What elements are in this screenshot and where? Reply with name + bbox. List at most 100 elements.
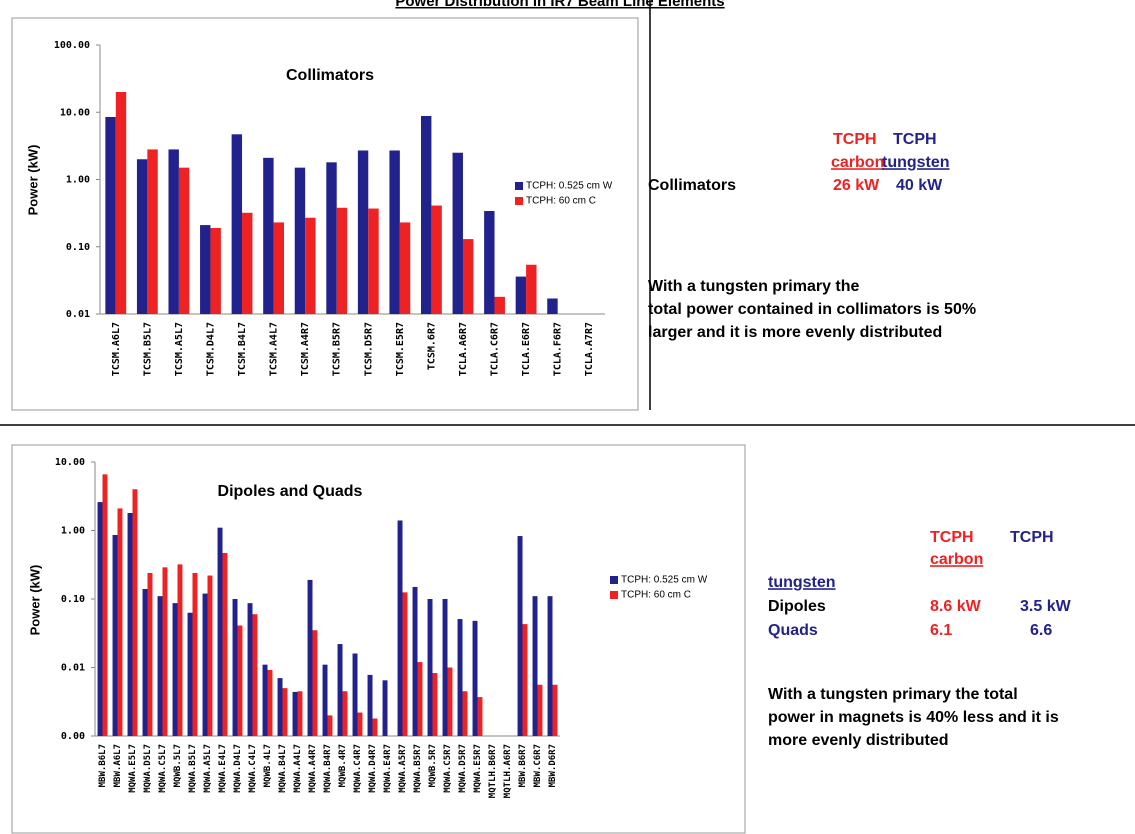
x-tick-label: TCLA.E6R7: [521, 322, 532, 376]
x-tick-label: MQWA.B5R7: [413, 744, 423, 793]
chart-title: Dipoles and Quads: [218, 483, 363, 500]
legend-label: TCPH: 0.525 cm W: [526, 181, 613, 192]
header: tungsten: [768, 574, 836, 591]
bar: [177, 564, 183, 736]
x-tick-label: TCSM.A4L7: [269, 322, 280, 376]
x-tick-label: MQWB.4L7: [263, 744, 273, 787]
y-tick-label: 0.01: [66, 309, 90, 320]
note: more evenly distributed: [768, 732, 949, 749]
x-tick-label: MQWA.D4R7: [368, 744, 378, 793]
bar: [217, 527, 223, 736]
bar: [273, 222, 285, 314]
x-tick-label: MQTLH.A6R7: [503, 744, 513, 798]
slide-title: Power Distribution in IR7 Beam Line Elem…: [395, 0, 724, 10]
bar: [207, 575, 213, 736]
x-tick-label: MQWA.B4R7: [323, 744, 333, 793]
bar: [297, 691, 303, 736]
bar: [292, 691, 298, 736]
cell: 26 kW: [833, 177, 880, 194]
x-tick-label: TCLA.A6R7: [458, 322, 469, 376]
x-tick-label: TCSM.B5L7: [142, 322, 153, 376]
cell: 40 kW: [896, 177, 943, 194]
header: carbon: [831, 154, 884, 171]
x-tick-label: MQWB.5R7: [428, 744, 438, 787]
note: power in magnets is 40% less and it is: [768, 709, 1059, 726]
x-tick-label: TCSM.A6L7: [111, 322, 122, 376]
bar: [307, 579, 313, 736]
bar: [432, 673, 438, 736]
y-tick-label: 10.00: [60, 107, 90, 118]
bar: [526, 264, 537, 314]
bar: [427, 599, 433, 736]
x-tick-label: MQWA.E4R7: [383, 744, 393, 793]
bar: [115, 92, 127, 314]
x-tick-label: MQTLH.B6R7: [488, 744, 498, 798]
bar: [417, 662, 423, 736]
x-tick-label: MQWB.5L7: [173, 744, 183, 787]
x-tick-label: MBW.D6R7: [548, 744, 558, 787]
bar: [282, 688, 288, 736]
x-tick-label: MBW.C6R7: [533, 744, 543, 787]
x-tick-label: MQWA.C4L7: [248, 744, 258, 793]
bar: [357, 150, 369, 314]
legend-swatch: [515, 182, 523, 190]
bar: [431, 205, 442, 314]
bar: [132, 489, 138, 736]
bar: [420, 115, 432, 314]
bar: [157, 596, 163, 736]
bar: [147, 149, 158, 314]
bar: [231, 134, 243, 314]
bar: [368, 208, 379, 314]
row-label: Collimators: [648, 177, 736, 194]
x-tick-label: TCSM.B5R7: [332, 322, 343, 376]
x-tick-label: MQWA.D4L7: [233, 744, 243, 793]
y-tick-label: 100.00: [54, 40, 90, 51]
note: larger and it is more evenly distributed: [648, 324, 942, 341]
header: TCPH: [930, 529, 974, 546]
bar: [200, 225, 211, 314]
x-tick-label: TCSM.D4L7: [205, 322, 216, 376]
header: TCPH: [833, 131, 877, 148]
x-tick-label: MQWA.B4L7: [278, 744, 288, 793]
bar: [389, 150, 400, 314]
bar: [337, 644, 343, 736]
cell: 6.6: [1030, 622, 1052, 639]
bar: [522, 624, 528, 736]
bar: [294, 167, 306, 314]
bar: [237, 625, 243, 736]
bar: [178, 167, 190, 314]
cell: 8.6 kW: [930, 598, 982, 615]
x-tick-label: TCLA.A7R7: [584, 322, 595, 376]
bar: [242, 212, 253, 314]
cell: 6.1: [930, 622, 952, 639]
note: With a tungsten primary the: [648, 278, 860, 295]
bar: [397, 520, 403, 736]
x-tick-label: MQWA.E5R7: [473, 744, 483, 793]
x-tick-label: TCSM.E5R7: [395, 322, 406, 376]
bar: [515, 276, 527, 314]
y-tick-label: 0.10: [66, 242, 90, 253]
bar: [494, 296, 505, 314]
bar: [342, 691, 348, 736]
bar: [162, 567, 168, 736]
bar: [263, 157, 274, 314]
bar: [532, 596, 538, 736]
x-tick-label: MQWA.D5R7: [458, 744, 468, 793]
bar: [147, 572, 153, 736]
bar: [172, 603, 178, 736]
y-tick-label: 0.00: [61, 731, 85, 742]
y-tick-label: 0.01: [61, 663, 85, 674]
bar: [552, 684, 558, 736]
bar: [452, 152, 463, 314]
bar: [447, 667, 453, 736]
bar: [232, 599, 238, 736]
y-tick-label: 0.10: [61, 594, 85, 605]
bar: [305, 217, 316, 314]
header: TCPH: [1010, 529, 1054, 546]
bar: [402, 592, 408, 736]
bar: [352, 653, 358, 736]
legend-label: TCPH: 60 cm C: [621, 590, 691, 601]
bar: [462, 239, 474, 314]
header: tungsten: [882, 154, 950, 171]
